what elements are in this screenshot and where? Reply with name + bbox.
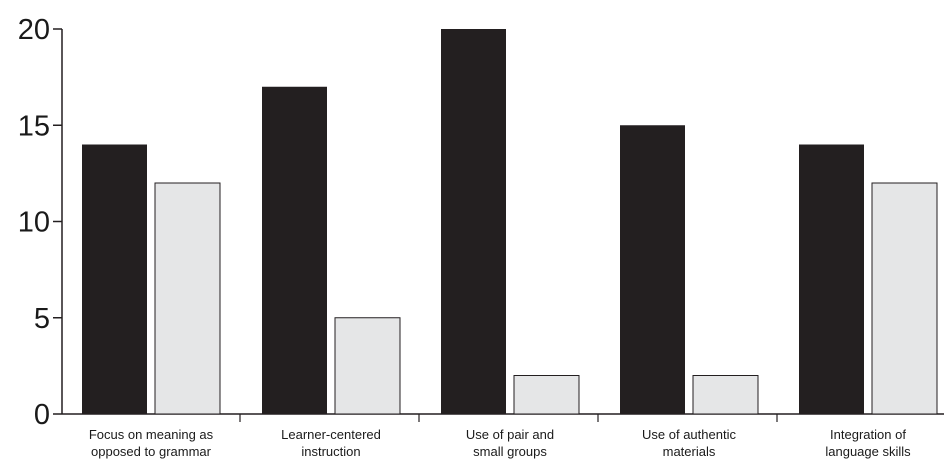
bar-series-2-1: [154, 182, 221, 415]
bar-series-1-2: [262, 86, 327, 414]
y-tick-label: 0: [34, 399, 50, 431]
labels: 0 5 10 15 20 Focus on meaning as opposed to gr…: [18, 14, 911, 459]
bar-series-1-3: [441, 29, 506, 414]
bar-series-2-2: [334, 317, 401, 415]
bar-series-1-5: [799, 144, 864, 414]
bar-series-2-5: [871, 182, 938, 415]
bar-series-1-4: [620, 125, 685, 414]
category-label: Integration of language skills: [825, 427, 911, 459]
bars: [82, 29, 938, 415]
category-label: Use of authentic materials: [642, 427, 736, 459]
bar-series-2-4: [692, 375, 759, 415]
y-tick-label: 5: [34, 303, 50, 335]
y-tick-label: 10: [18, 207, 50, 239]
category-label: Use of pair and small groups: [466, 427, 554, 459]
y-tick-label: 20: [18, 14, 50, 46]
category-label: Focus on meaning as opposed to grammar: [89, 427, 214, 459]
bar-series-1-1: [82, 144, 147, 414]
bar-series-2-3: [513, 375, 580, 415]
category-label: Learner-centered instruction: [281, 427, 381, 459]
y-tick-label: 15: [18, 110, 50, 142]
